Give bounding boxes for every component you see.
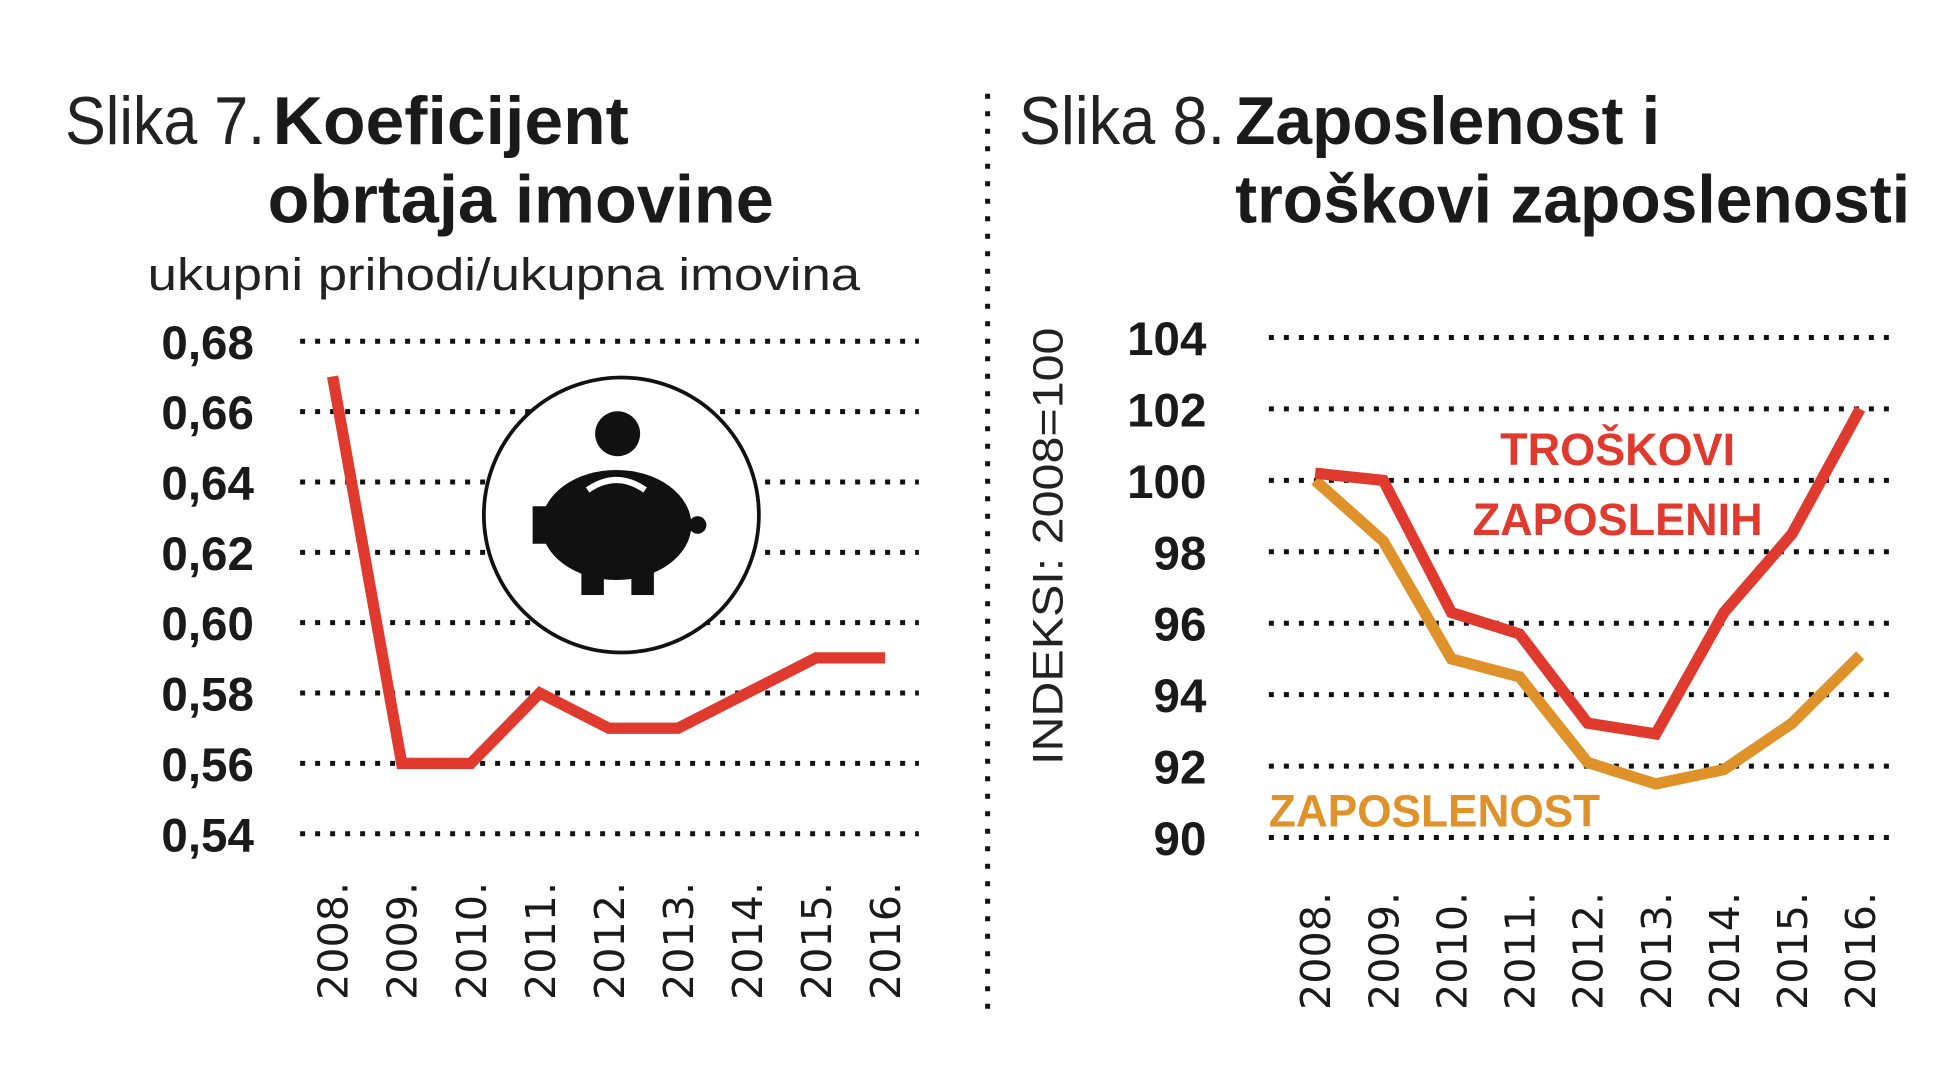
chart1-title-line1: Koeficijent: [273, 84, 629, 159]
x-tick-label: 2016.: [1837, 892, 1885, 1010]
x-tick-label: 2010.: [1428, 892, 1476, 1010]
y-tick-label: 100: [1127, 456, 1206, 509]
x-tick-label: 2016.: [862, 882, 910, 1000]
y-tick-label: 0,56: [161, 739, 253, 792]
x-tick-label: 2009.: [1360, 892, 1408, 1010]
chart1-plot: 0,68 0,66 0,64 0,62 0,60 0,58 0,56 0,54 2008. 200…: [161, 317, 919, 1000]
y-tick-label: 92: [1154, 742, 1207, 795]
y-tick-label: 104: [1127, 313, 1207, 366]
y-tick-label: 0,58: [161, 669, 253, 722]
x-tick-label: 2014.: [724, 882, 772, 1000]
y-tick-label: 98: [1154, 527, 1207, 580]
x-tick-label: 2014.: [1701, 892, 1749, 1010]
chart2-title-prefix: Slika 8.: [1019, 84, 1225, 159]
chart1-title-prefix: Slika 7.: [65, 84, 265, 159]
piggy-bank-icon: [482, 375, 761, 655]
chart2-title-line1: Zaposlenost i: [1235, 84, 1660, 159]
x-tick-label: 2013.: [655, 882, 703, 1000]
x-tick-label: 2012.: [586, 882, 634, 1000]
chart1-subtitle: ukupni prihodi/ukupna imovina: [148, 249, 862, 300]
y-tick-label: 94: [1154, 670, 1207, 723]
series-label-troskovi-line2: ZAPOSLENIH: [1473, 494, 1763, 545]
y-tick-label: 90: [1154, 813, 1207, 866]
x-tick-label: 2012.: [1565, 892, 1613, 1010]
y-tick-label: 0,54: [161, 809, 254, 862]
x-tick-label: 2008.: [310, 882, 358, 1000]
chart2-plot: 104 102 100 98 96 94 92 90 2008. 2009. 2010. 2011. 2…: [1127, 313, 1894, 1010]
y-tick-label: 0,62: [161, 528, 253, 581]
x-tick-label: 2013.: [1633, 892, 1681, 1010]
x-tick-label: 2015.: [1769, 892, 1817, 1010]
x-tick-label: 2008.: [1292, 892, 1340, 1010]
y-tick-label: 0,68: [161, 317, 253, 370]
chart2-title-line2: troškovi zaposlenosti: [1235, 163, 1910, 238]
x-tick-label: 2011.: [1497, 892, 1545, 1010]
series-label-zaposlenost: ZAPOSLENOST: [1269, 785, 1600, 836]
y-tick-label: 0,66: [161, 387, 253, 440]
y-tick-label: 0,64: [161, 457, 254, 510]
chart2-ylabel: INDEKSI: 2008=100: [1026, 328, 1073, 766]
x-tick-label: 2010.: [448, 882, 496, 1000]
y-tick-label: 102: [1127, 384, 1206, 437]
y-tick-label: 0,60: [161, 598, 253, 651]
y-tick-label: 96: [1154, 599, 1207, 652]
chart1-title-line2: obrtaja imovine: [268, 163, 774, 238]
x-tick-label: 2015.: [793, 882, 841, 1000]
x-tick-label: 2011.: [517, 882, 565, 1000]
x-tick-label: 2009.: [379, 882, 427, 1000]
series-label-troskovi-line1: TROŠKOVI: [1500, 424, 1735, 475]
